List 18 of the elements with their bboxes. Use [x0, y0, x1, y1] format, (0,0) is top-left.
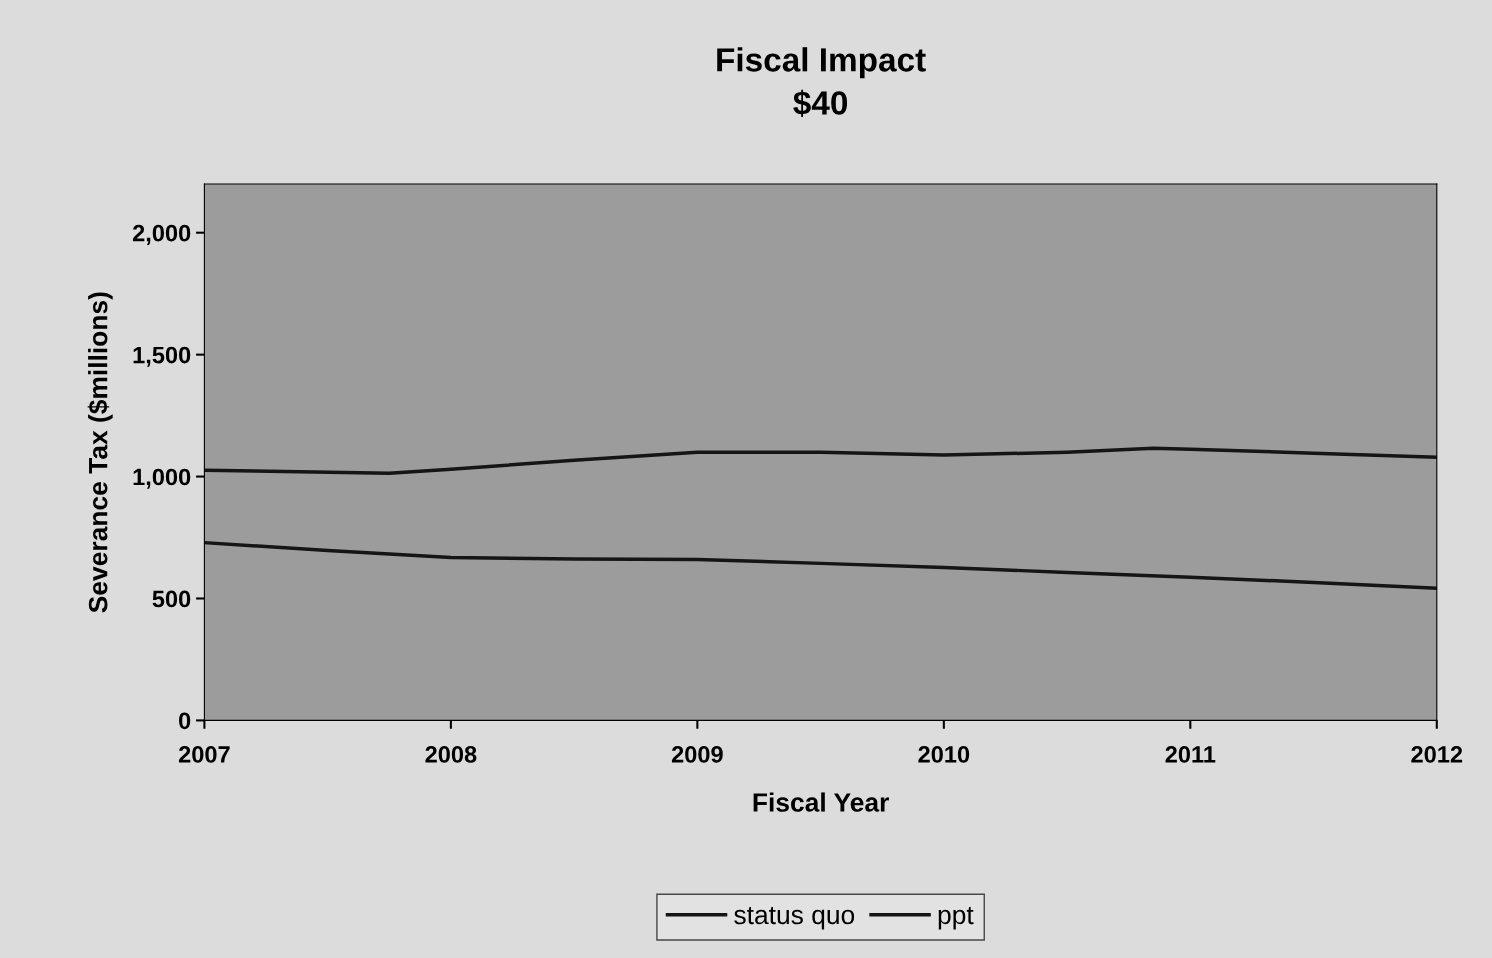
legend-label: status quo [734, 906, 855, 930]
x-tick-label: 2008 [425, 746, 477, 763]
line-series [204, 540, 1437, 590]
y-tick-label: 500 [152, 590, 191, 608]
x-tick-label: 2010 [918, 746, 970, 763]
x-tick-label: 2007 [178, 746, 230, 763]
legend-label: ppt [938, 906, 974, 930]
y-axis-title: Severance Tax ($millions) [87, 292, 113, 613]
y-tick-label: 1,500 [133, 346, 191, 367]
x-tick-label: 2011 [1165, 746, 1216, 763]
line-series [204, 446, 1437, 475]
y-tick-label: 1,000 [133, 468, 191, 489]
y-tick-label: 0 [179, 712, 191, 730]
chart-title: Fiscal Impact $40 [717, 47, 926, 117]
x-tick-label: 2012 [1411, 746, 1463, 763]
y-tick-label: 2,000 [132, 224, 191, 245]
x-tick-label: 2009 [671, 746, 723, 763]
x-axis-title: Fiscal Year [753, 792, 889, 812]
